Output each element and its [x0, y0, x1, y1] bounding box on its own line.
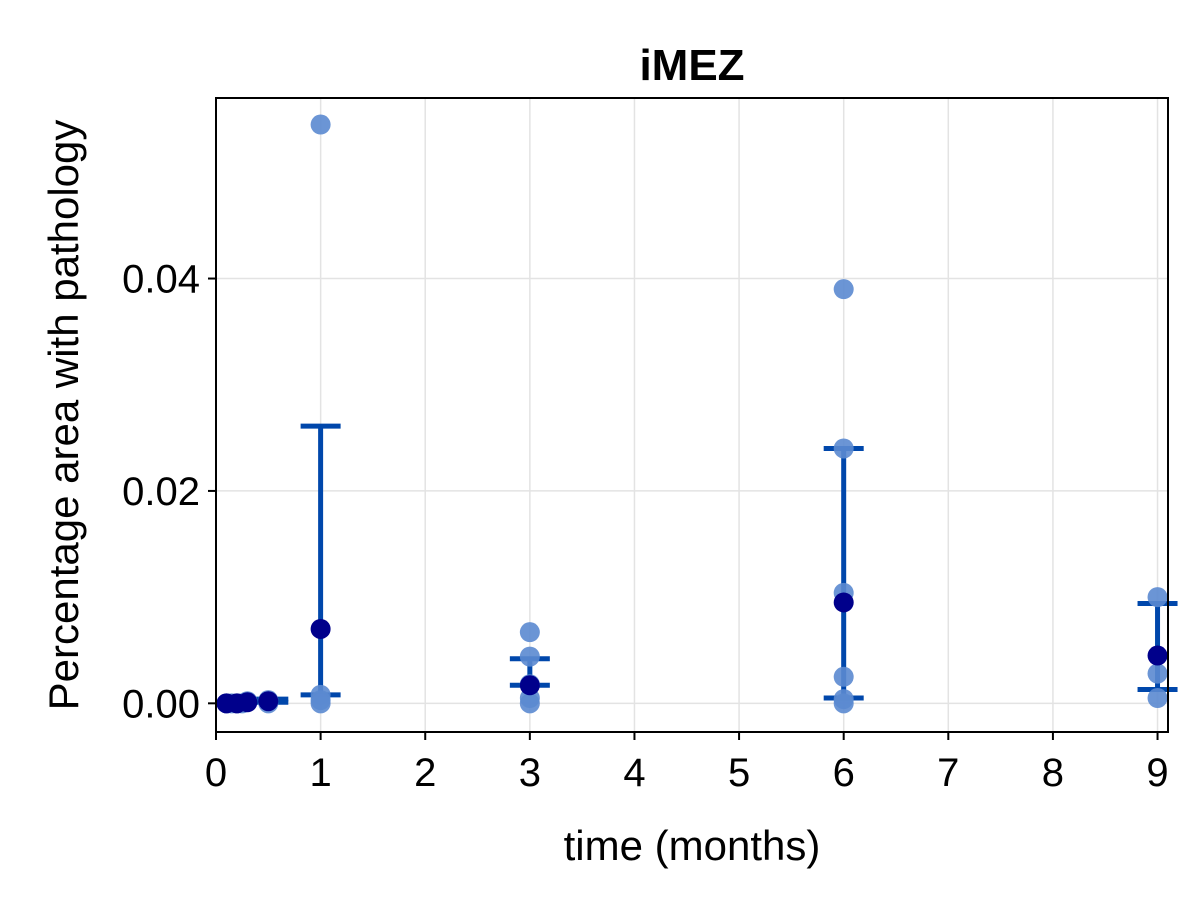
x-tick-label: 6 [833, 751, 855, 795]
data-point [833, 693, 854, 714]
data-point [833, 279, 854, 300]
x-axis-label: time (months) [564, 822, 821, 869]
x-tick-label: 5 [728, 751, 750, 795]
y-tick-label: 0.00 [122, 682, 200, 726]
mean-point [258, 691, 279, 712]
x-tick-label: 2 [414, 751, 436, 795]
data-point [310, 693, 331, 714]
x-tick-label: 3 [519, 751, 541, 795]
data-point [310, 114, 331, 135]
y-tick-label: 0.02 [122, 470, 200, 514]
x-tick-label: 1 [309, 751, 331, 795]
error-bars [248, 423, 1178, 705]
x-tick-label: 4 [623, 751, 645, 795]
mean-point [833, 592, 854, 613]
mean-point [237, 692, 258, 713]
x-tick-label: 0 [205, 751, 227, 795]
data-point [519, 622, 540, 643]
mean-point [519, 675, 540, 696]
data-point [1147, 663, 1168, 684]
mean-points [216, 592, 1168, 714]
mean-point [1147, 645, 1168, 666]
data-point [1147, 688, 1168, 709]
data-points [216, 114, 1168, 714]
y-axis-label: Percentage area with pathology [40, 120, 87, 711]
ticks: 0 1 2 3 4 5 6 7 8 9 0.00 0.02 0.04 [122, 258, 1169, 795]
chart-title: iMEZ [639, 41, 744, 90]
data-point [519, 693, 540, 714]
mean-point [310, 618, 331, 639]
x-tick-label: 8 [1042, 751, 1064, 795]
x-tick-label: 9 [1146, 751, 1168, 795]
y-tick-label: 0.04 [122, 258, 200, 302]
data-point [519, 646, 540, 667]
data-point [1147, 587, 1168, 608]
plot-frame [215, 97, 1169, 733]
data-point [833, 438, 854, 459]
data-point [833, 666, 854, 687]
grid [215, 98, 1168, 732]
x-tick-label: 7 [937, 751, 959, 795]
